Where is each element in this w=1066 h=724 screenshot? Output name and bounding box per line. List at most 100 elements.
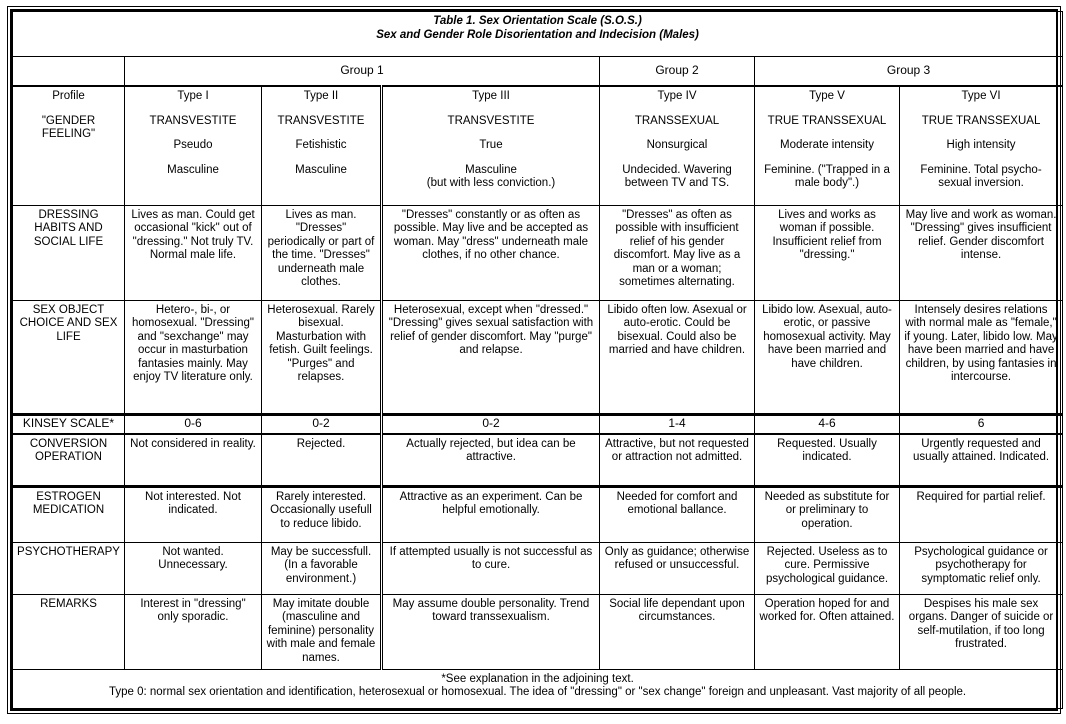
type4-name: TRANSSEXUAL <box>634 114 720 127</box>
cell-conversion-type3: Actually rejected, but idea can be attra… <box>380 433 600 488</box>
type6-feeling: Feminine. Total psycho-sexual inversion. <box>920 163 1042 190</box>
cell-estrogen-type5: Needed as substitute for or preliminary … <box>754 485 900 543</box>
type1-feeling: Masculine <box>167 163 219 176</box>
cell-dressing-type6: May live and work as woman. "Dressing" g… <box>898 204 1064 301</box>
type3-feeling: Masculine (but with less conviction.) <box>426 163 556 190</box>
type4-subtype: Nonsurgical <box>646 139 708 151</box>
dressing-habits-row: DRESSING HABITS AND SOCIAL LIFE Lives as… <box>12 204 1064 301</box>
cell-psycho-type6: Psychological guidance or psychotherapy … <box>898 541 1064 595</box>
cell-conversion-type2: Rejected. <box>261 433 382 488</box>
footnote-line2: Type 0: normal sex orientation and ident… <box>108 686 967 698</box>
sex-object-choice-row: SEX OBJECT CHOICE AND SEX LIFE Hetero-, … <box>12 299 1064 415</box>
cell-kinsey-type1: 0-6 <box>124 412 262 435</box>
cell-sexlife-type4: Libido often low. Asexual or auto-erotic… <box>599 299 755 415</box>
cell-dressing-type2: Lives as man. "Dresses" periodically or … <box>261 204 382 301</box>
column-header-type6: Type VI TRUE TRANSSEXUAL High intensity … <box>898 85 1064 206</box>
row-label-dressing-habits: DRESSING HABITS AND SOCIAL LIFE <box>12 204 125 301</box>
type5-feeling: Feminine. ("Trapped in a male body".) <box>764 163 890 190</box>
row-label-sex-object: SEX OBJECT CHOICE AND SEX LIFE <box>12 299 125 415</box>
type1-number: Type I <box>177 90 209 102</box>
cell-estrogen-type3: Attractive as an experiment. Can be help… <box>380 485 600 543</box>
estrogen-medication-row: ESTROGEN MEDICATION Not interested. Not … <box>12 485 1064 543</box>
type1-subtype: Pseudo <box>173 139 213 151</box>
gender-feeling-label: "GENDER FEELING" <box>41 114 96 141</box>
type5-number: Type V <box>809 90 845 102</box>
type5-name: TRUE TRANSSEXUAL <box>767 114 887 127</box>
conversion-operation-row: CONVERSION OPERATION Not considered in r… <box>12 433 1064 488</box>
footnote-line1: *See explanation in the adjoining text. <box>441 672 634 685</box>
type6-name: TRUE TRANSSEXUAL <box>921 114 1041 127</box>
cell-dressing-type3: "Dresses" constantly or as often as poss… <box>380 204 600 301</box>
cell-remarks-type5: Operation hoped for and worked for. Ofte… <box>754 593 900 670</box>
cell-dressing-type5: Lives and works as woman if possible. In… <box>754 204 900 301</box>
cell-kinsey-type6: 6 <box>898 412 1064 435</box>
cell-conversion-type5: Requested. Usually indicated. <box>754 433 900 488</box>
cell-kinsey-type5: 4-6 <box>754 412 900 435</box>
cell-sexlife-type5: Libido low. Asexual, auto-erotic, or pas… <box>754 299 900 415</box>
column-header-type2: Type II TRANSVESTITE Fetishistic Masculi… <box>261 85 382 206</box>
cell-kinsey-type4: 1-4 <box>599 412 755 435</box>
table-title: Table 1. Sex Orientation Scale (S.O.S.) … <box>11 11 1064 57</box>
row-label-conversion-operation: CONVERSION OPERATION <box>12 433 125 488</box>
profile-header-row: Profile "GENDER FEELING" Type I TRANSVES… <box>12 85 1064 206</box>
remarks-row: REMARKS Interest in "dressing" only spor… <box>12 593 1064 670</box>
cell-psycho-type3: If attempted usually is not successful a… <box>380 541 600 595</box>
cell-kinsey-type2: 0-2 <box>261 412 382 435</box>
cell-estrogen-type4: Needed for comfort and emotional ballanc… <box>599 485 755 543</box>
row-label-profile: Profile "GENDER FEELING" <box>12 85 125 206</box>
cell-psycho-type1: Not wanted. Unnecessary. <box>124 541 262 595</box>
cell-estrogen-type1: Not interested. Not indicated. <box>124 485 262 543</box>
row-label-remarks: REMARKS <box>12 593 125 670</box>
psychotherapy-row: PSYCHOTHERAPY Not wanted. Unnecessary. M… <box>12 541 1064 595</box>
cell-conversion-type1: Not considered in reality. <box>124 433 262 488</box>
type2-number: Type II <box>303 90 339 102</box>
type3-number: Type III <box>472 90 510 102</box>
column-header-type5: Type V TRUE TRANSSEXUAL Moderate intensi… <box>754 85 900 206</box>
cell-sexlife-type3: Heterosexual, except when "dressed." "Dr… <box>380 299 600 415</box>
cell-psycho-type2: May be successfull. (In a favorable envi… <box>261 541 382 595</box>
group-row-empty-cell <box>12 56 125 87</box>
type6-number: Type VI <box>961 90 1001 102</box>
cell-psycho-type4: Only as guidance; otherwise refused or u… <box>599 541 755 595</box>
group-3-header: Group 3 <box>753 56 1064 87</box>
footnotes: *See explanation in the adjoining text. … <box>11 668 1064 709</box>
profile-label: Profile <box>52 90 85 102</box>
type2-feeling: Masculine <box>295 163 347 176</box>
type2-name: TRANSVESTITE <box>277 114 365 127</box>
sex-orientation-scale-table: Table 1. Sex Orientation Scale (S.O.S.) … <box>11 11 1064 709</box>
cell-conversion-type4: Attractive, but not requested or attract… <box>599 433 755 488</box>
type3-name: TRANSVESTITE <box>447 114 535 127</box>
kinsey-scale-row: KINSEY SCALE* 0-6 0-2 0-2 1-4 4-6 6 <box>12 412 1064 435</box>
type5-subtype: Moderate intensity <box>780 139 874 151</box>
row-label-psychotherapy: PSYCHOTHERAPY <box>12 541 125 595</box>
type6-subtype: High intensity <box>946 139 1016 151</box>
cell-dressing-type1: Lives as man. Could get occasional "kick… <box>124 204 262 301</box>
cell-remarks-type4: Social life dependant upon circumstances… <box>599 593 755 670</box>
type1-name: TRANSVESTITE <box>149 114 237 127</box>
table-inner-frame: Table 1. Sex Orientation Scale (S.O.S.) … <box>10 9 1064 711</box>
column-header-type4: Type IV TRANSSEXUAL Nonsurgical Undecide… <box>599 85 755 206</box>
cell-sexlife-type6: Intensely desires relations with normal … <box>898 299 1064 415</box>
cell-estrogen-type6: Required for partial relief. <box>898 485 1064 543</box>
cell-conversion-type6: Urgently requested and usually attained.… <box>898 433 1064 488</box>
table-title-line2: Sex and Gender Role Disorientation and I… <box>376 28 699 41</box>
cell-remarks-type1: Interest in "dressing" only sporadic. <box>124 593 262 670</box>
column-header-type1: Type I TRANSVESTITE Pseudo Masculine <box>124 85 262 206</box>
group-header-row: Group 1 Group 2 Group 3 <box>12 56 1064 87</box>
table-outer-frame: Table 1. Sex Orientation Scale (S.O.S.) … <box>7 6 1064 714</box>
cell-kinsey-type3: 0-2 <box>380 412 600 435</box>
column-header-type3: Type III TRANSVESTITE True Masculine (bu… <box>380 85 600 206</box>
type2-subtype: Fetishistic <box>295 139 347 151</box>
type4-number: Type IV <box>657 90 697 102</box>
footnote-row: *See explanation in the adjoining text. … <box>11 668 1064 709</box>
cell-remarks-type6: Despises his male sex organs. Danger of … <box>898 593 1064 670</box>
cell-estrogen-type2: Rarely interested. Occasionally usefull … <box>261 485 382 543</box>
group-1-header: Group 1 <box>124 56 600 87</box>
title-row: Table 1. Sex Orientation Scale (S.O.S.) … <box>11 11 1064 57</box>
type4-feeling: Undecided. Wavering between TV and TS. <box>622 163 732 190</box>
cell-sexlife-type1: Hetero-, bi-, or homosexual. "Dressing" … <box>124 299 262 415</box>
cell-psycho-type5: Rejected. Useless as to cure. Permissive… <box>754 541 900 595</box>
cell-remarks-type3: May assume double personality. Trend tow… <box>380 593 600 670</box>
table-title-line1: Table 1. Sex Orientation Scale (S.O.S.) <box>433 15 642 27</box>
row-label-estrogen-medication: ESTROGEN MEDICATION <box>12 485 125 543</box>
